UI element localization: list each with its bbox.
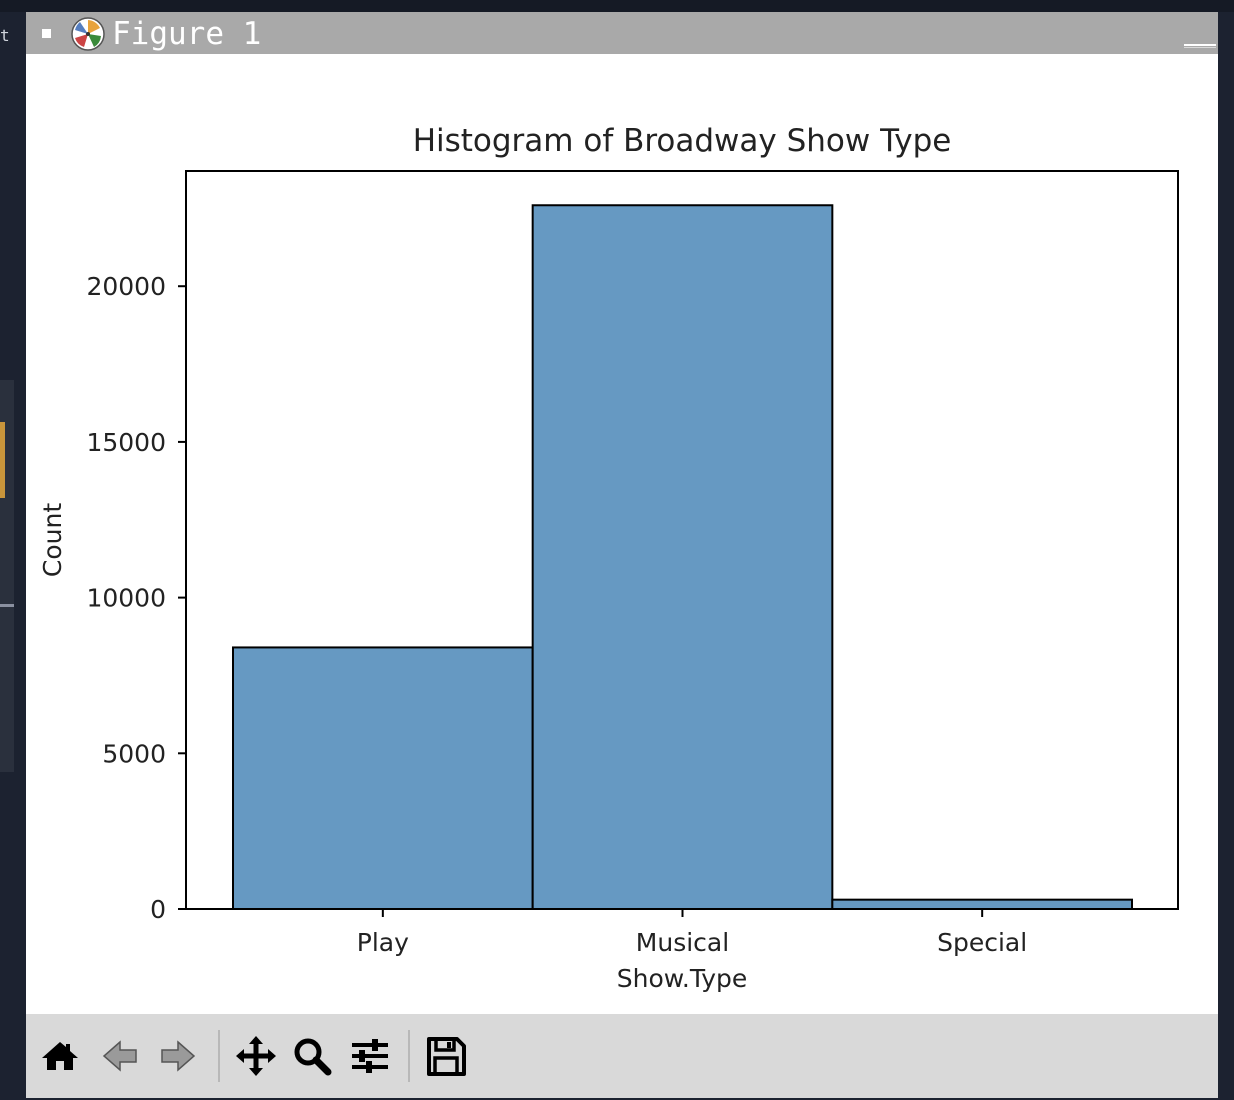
zoom-button[interactable] bbox=[288, 1032, 336, 1080]
window-titlebar[interactable]: Figure 1 bbox=[26, 12, 1218, 54]
histogram-chart: Histogram of Broadway Show Type 0 5000 1000… bbox=[38, 123, 1179, 993]
forward-button[interactable] bbox=[154, 1032, 202, 1080]
y-tick-label: 0 bbox=[150, 895, 166, 924]
zoom-icon bbox=[294, 1038, 332, 1076]
background-fragment: t bbox=[0, 26, 10, 45]
toolbar-separator bbox=[408, 1030, 410, 1082]
pan-icon bbox=[236, 1036, 276, 1076]
x-tick-label: Musical bbox=[636, 928, 729, 957]
configure-subplots-button[interactable] bbox=[346, 1032, 394, 1080]
y-tick-label: 5000 bbox=[102, 739, 166, 768]
save-button[interactable] bbox=[422, 1032, 470, 1080]
background-highlight bbox=[0, 422, 5, 498]
back-button[interactable] bbox=[96, 1032, 144, 1080]
matplotlib-logo-icon bbox=[71, 17, 105, 51]
y-tick-label: 20000 bbox=[86, 272, 166, 301]
y-tick-label: 15000 bbox=[86, 428, 166, 457]
navigation-toolbar bbox=[26, 1014, 1218, 1098]
pan-button[interactable] bbox=[232, 1032, 280, 1080]
home-icon bbox=[42, 1042, 78, 1070]
histogram-bar bbox=[232, 646, 534, 910]
back-arrow-icon bbox=[102, 1040, 137, 1072]
desktop-topbar bbox=[0, 0, 1234, 12]
histogram-bar bbox=[531, 204, 834, 910]
save-icon bbox=[427, 1037, 466, 1076]
window-menu-icon[interactable] bbox=[42, 29, 51, 38]
figure-window: Figure 1 Histogram of Broadway Show Type… bbox=[26, 12, 1218, 1098]
histogram-bar bbox=[831, 898, 1133, 910]
x-axis-label: Show.Type bbox=[617, 964, 748, 993]
window-title: Figure 1 bbox=[112, 16, 262, 52]
minimize-button[interactable] bbox=[1184, 44, 1216, 48]
figure-canvas[interactable]: Histogram of Broadway Show Type 0 5000 1000… bbox=[26, 54, 1218, 1014]
y-tick-label: 10000 bbox=[86, 584, 166, 613]
background-divider bbox=[0, 604, 14, 607]
forward-arrow-icon bbox=[161, 1040, 196, 1072]
home-button[interactable] bbox=[36, 1032, 84, 1080]
configure-subplots-icon bbox=[352, 1039, 388, 1073]
x-tick-label: Play bbox=[357, 928, 409, 957]
chart-title: Histogram of Broadway Show Type bbox=[413, 123, 952, 159]
toolbar-separator bbox=[218, 1030, 220, 1082]
y-axis-label: Count bbox=[38, 503, 67, 577]
x-tick-label: Special bbox=[937, 928, 1027, 957]
